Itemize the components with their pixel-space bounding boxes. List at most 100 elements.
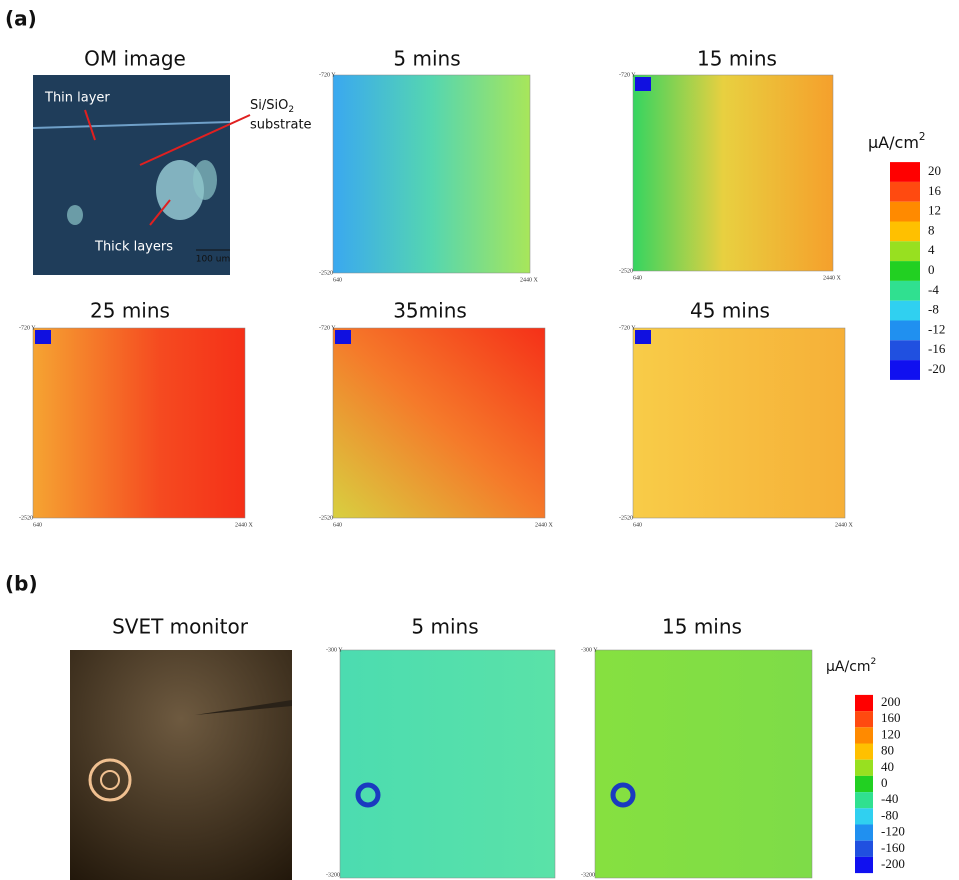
map-title: 5 mins [393,47,460,71]
axis-label: 2440 X [835,522,854,528]
axis-label: -2520 [619,268,633,274]
axis-label: 640 [33,522,42,528]
axis-label: -2520 [319,515,333,521]
flake [67,205,83,225]
colorbar-swatch [855,841,873,857]
colorbar-label: 80 [881,743,894,758]
image-title: SVET monitor [112,615,249,639]
colorbar-swatch [890,321,920,341]
colorbar-unit: 2 [919,131,926,143]
axis-label: -720 Y [619,72,636,78]
colorbar-label: -80 [881,807,898,822]
colorbar-label: -120 [881,824,905,839]
axis-label: -300 Y [581,647,598,653]
colorbar-label: 120 [881,726,901,741]
axis-label: 2440 X [520,277,539,283]
axis-label: -720 Y [19,325,36,331]
colorbar-label: -8 [928,302,939,317]
axis-label: -720 Y [319,72,336,78]
colorbar-label: 200 [881,694,901,709]
panel-label: (b) [5,572,38,596]
low-spot [35,330,51,344]
colorbar-swatch [855,711,873,727]
colorbar-swatch [855,776,873,792]
axis-label: -2520 [19,515,33,521]
low-spot [335,330,351,344]
heat-map [595,650,812,878]
axis-label: 640 [333,522,342,528]
map-title: 45 mins [690,299,770,323]
colorbar-unit: μA/cm [868,133,919,152]
colorbar-swatch [855,825,873,841]
colorbar-label: 0 [928,262,935,277]
colorbar-label: 12 [928,203,941,218]
scale-bar-label: 100 um [196,255,231,265]
heat-map [633,328,845,518]
heat-map [633,75,833,271]
low-spot [635,330,651,344]
colorbar-swatch [890,281,920,301]
axis-label: -300 Y [326,647,343,653]
heat-map [340,650,555,878]
colorbar-label: 16 [928,183,942,198]
colorbar-label: 4 [928,242,935,257]
colorbar-label: -40 [881,791,898,806]
colorbar-label: -12 [928,321,945,336]
colorbar-swatch [855,695,873,711]
colorbar-label: 8 [928,222,935,237]
axis-label: 2440 X [535,522,554,528]
axis-label: -3200 [581,872,595,878]
axis-label: 2440 X [823,275,842,281]
colorbar-swatch [890,301,920,321]
colorbar-label: 0 [881,775,888,790]
annotation: 2 [288,105,294,115]
colorbar-unit: μA/cm2 [868,131,926,152]
annotation: Si/SiO2 [250,98,294,115]
axis-label: -2520 [319,270,333,276]
colorbar-swatch [890,182,920,202]
colorbar-swatch [855,808,873,824]
axis-label: -2520 [619,515,633,521]
axis-label: 2440 X [235,522,254,528]
map-title: 15 mins [697,47,777,71]
colorbar-label: 160 [881,710,901,725]
colorbar-swatch [890,162,920,182]
colorbar-unit: μA/cm2 [826,657,876,676]
annotation: substrate [250,118,312,133]
figure: (a) (b) OM image Thin layer Thick layers… [0,0,959,880]
map-title: 35mins [393,299,467,323]
colorbar-label: -160 [881,840,905,855]
colorbar-unit: μA/cm [826,659,871,675]
colorbar-swatch [890,202,920,222]
axis-label: 640 [633,275,642,281]
colorbar-label: -200 [881,856,905,871]
map-title: 15 mins [662,615,742,639]
colorbar-label: -20 [928,361,945,376]
annotation: Thick layers [94,240,173,255]
heat-map [333,328,545,518]
colorbar-label: -16 [928,341,946,356]
axis-label: 640 [333,277,342,283]
colorbar-swatch [855,857,873,873]
colorbar-swatch [890,340,920,360]
annotation: Si/SiO [250,98,288,113]
axis-label: -720 Y [619,325,636,331]
panel-label: (a) [5,7,37,31]
colorbar-label: 20 [928,163,941,178]
colorbar-swatch [855,760,873,776]
axis-label: -3200 [326,872,340,878]
image-title: OM image [84,47,186,71]
map-title: 25 mins [90,299,170,323]
heat-map [33,328,245,518]
colorbar-label: -4 [928,282,939,297]
axis-label: 640 [633,522,642,528]
colorbar-swatch [890,222,920,242]
colorbar-swatch [855,792,873,808]
colorbar-swatch [855,744,873,760]
map-title: 5 mins [411,615,478,639]
colorbar-swatch [855,727,873,743]
low-spot [635,77,651,91]
annotation: Thin layer [44,91,110,106]
colorbar-label: 40 [881,759,894,774]
axis-label: -720 Y [319,325,336,331]
